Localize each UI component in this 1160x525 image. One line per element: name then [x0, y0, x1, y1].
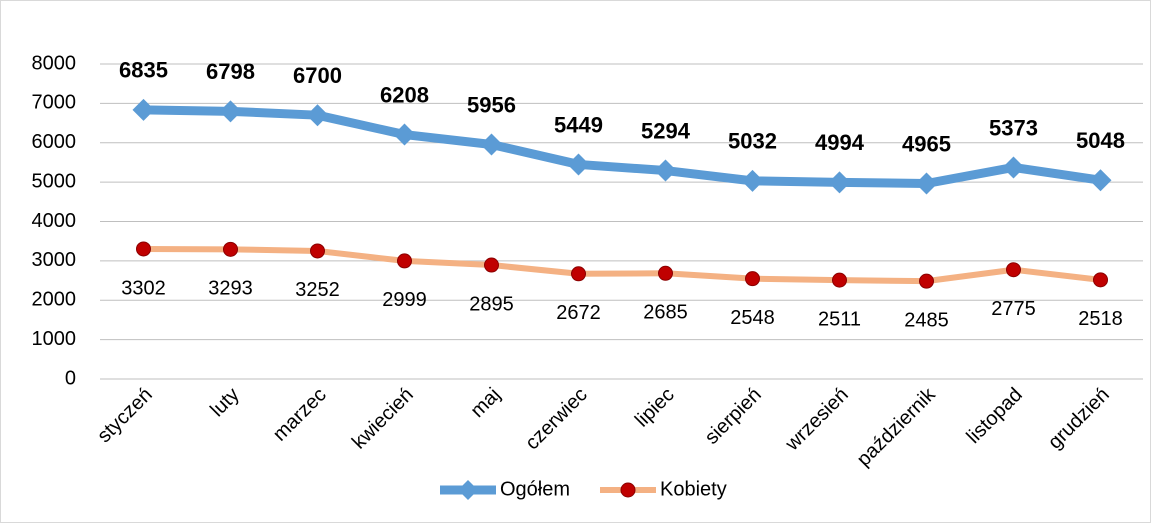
data-label: 2511	[818, 308, 861, 330]
data-label: 2485	[904, 309, 949, 331]
marker	[1089, 169, 1112, 192]
data-label: 6700	[293, 63, 342, 88]
legend-label: Kobiety	[660, 478, 727, 500]
data-label: 2775	[991, 298, 1036, 320]
data-label: 2518	[1078, 308, 1123, 330]
marker	[480, 133, 503, 156]
marker	[310, 243, 325, 259]
data-label: 2999	[382, 289, 427, 311]
data-label: 2672	[556, 302, 601, 324]
y-tick-label: 6000	[32, 131, 77, 153]
data-label: 5048	[1076, 128, 1125, 153]
data-label: 5449	[554, 112, 603, 137]
y-tick-label: 1000	[32, 328, 77, 350]
marker	[306, 104, 329, 127]
legend-marker	[458, 480, 478, 500]
legend-label: Ogółem	[500, 478, 570, 500]
data-label: 3293	[208, 278, 253, 300]
marker	[136, 241, 151, 257]
y-tick-label: 4000	[32, 210, 77, 232]
marker	[219, 100, 242, 123]
marker	[832, 272, 847, 288]
y-tick-label: 7000	[32, 92, 77, 114]
y-tick-label: 3000	[32, 249, 77, 271]
marker	[654, 159, 677, 182]
marker	[828, 171, 851, 194]
data-label: 6798	[206, 59, 255, 84]
marker	[223, 241, 238, 257]
marker	[393, 123, 416, 146]
data-label: 5032	[728, 129, 777, 154]
data-label: 6208	[380, 82, 429, 107]
marker	[745, 271, 760, 287]
data-label: 3252	[295, 279, 340, 301]
data-label: 6835	[119, 58, 168, 83]
marker	[397, 253, 412, 269]
marker	[741, 169, 764, 192]
y-tick-label: 2000	[32, 289, 77, 311]
y-tick-label: 8000	[32, 52, 77, 74]
data-label: 2685	[643, 302, 688, 324]
data-label: 5294	[641, 118, 691, 143]
marker	[658, 265, 673, 281]
marker	[484, 257, 499, 273]
marker	[1002, 156, 1025, 179]
marker	[1006, 262, 1021, 278]
data-label: 4994	[815, 130, 865, 155]
y-tick-label: 5000	[32, 170, 77, 192]
series-line	[143, 105, 1102, 189]
data-label: 5956	[467, 92, 516, 117]
marker	[1093, 272, 1108, 288]
marker	[132, 98, 155, 121]
marker	[567, 153, 590, 176]
data-label: 3302	[121, 277, 166, 299]
data-label: 2895	[469, 293, 514, 315]
y-tick-label: 0	[65, 367, 76, 389]
marker	[571, 266, 586, 282]
marker	[915, 172, 938, 195]
marker	[919, 273, 934, 289]
data-label: 5373	[989, 115, 1038, 140]
legend-marker	[620, 482, 636, 498]
data-label: 2548	[730, 307, 775, 329]
data-label: 4965	[902, 131, 951, 156]
series-line	[143, 245, 1101, 285]
